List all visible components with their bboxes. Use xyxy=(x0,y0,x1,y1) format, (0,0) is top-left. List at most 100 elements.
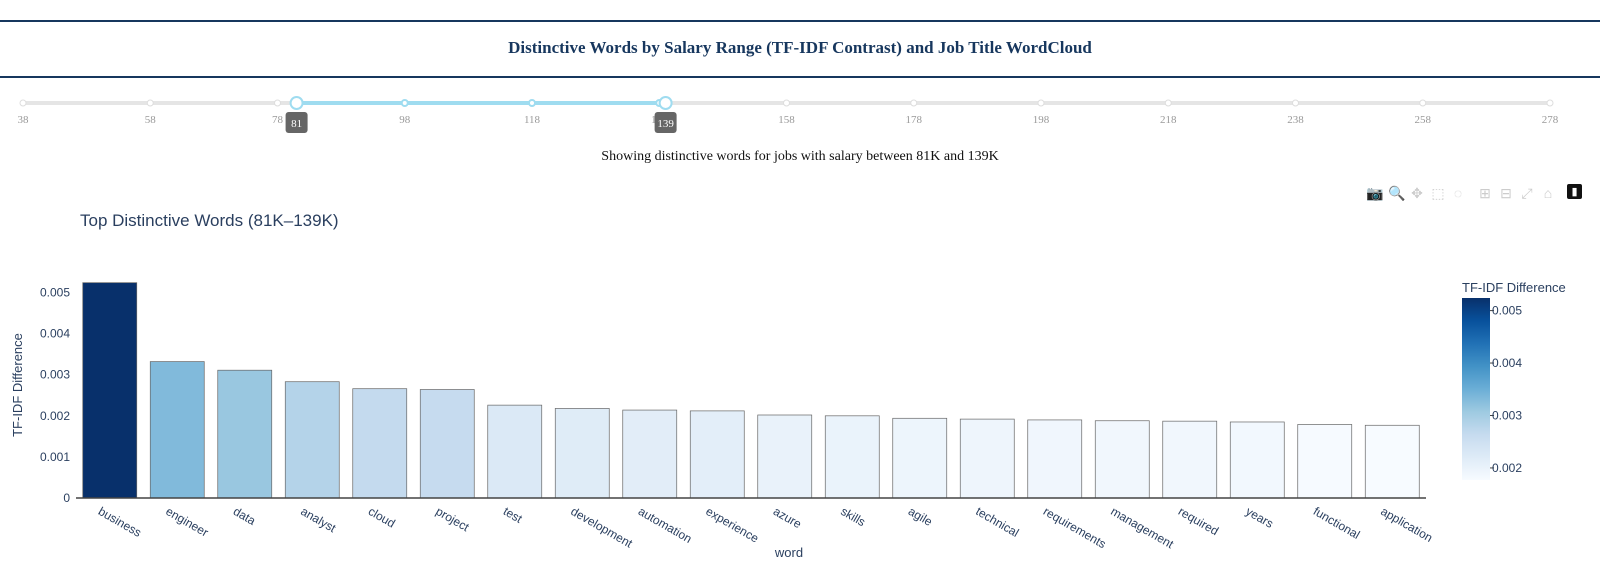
slider-tick-label: 258 xyxy=(1415,114,1432,126)
bar-chart: 0 0.001 0.002 0.003 0.004 0.005 TF-IDF Differe… xyxy=(10,282,1522,560)
x-tick-label: development xyxy=(568,504,635,551)
slider-handle-high-label: 139 xyxy=(657,118,674,130)
y-tick-label: 0.003 xyxy=(40,368,70,382)
bar-azure[interactable] xyxy=(757,414,813,499)
x-axis-label: word xyxy=(774,545,803,560)
header-band xyxy=(0,20,1600,78)
camera-icon[interactable]: 📷 xyxy=(1366,184,1384,201)
page-title: Distinctive Words by Salary Range (TF-ID… xyxy=(508,38,1092,57)
salary-range-slider[interactable]: 3858789811813815817819821823825827881139 xyxy=(0,90,1600,140)
bar-functional[interactable] xyxy=(1297,424,1353,499)
colorbar-tick-label: 0.005 xyxy=(1492,304,1522,318)
zoom-icon[interactable]: 🔍 xyxy=(1388,184,1406,201)
x-tick-label: skills xyxy=(838,504,868,529)
x-tick-label: application xyxy=(1378,504,1435,545)
colorbar-tick-label: 0.004 xyxy=(1492,356,1522,370)
slider-step-dot[interactable] xyxy=(274,99,281,107)
slider-tick-label: 198 xyxy=(1033,114,1050,126)
slider-step-dot[interactable] xyxy=(1419,99,1427,107)
slider-active-step-dot[interactable] xyxy=(528,99,536,107)
plotly-logo-icon[interactable]: ▮ xyxy=(1567,184,1582,199)
y-tick-label: 0.005 xyxy=(40,286,70,300)
bar-automation[interactable] xyxy=(622,409,678,499)
colorbar-tick-label: 0.002 xyxy=(1492,461,1522,475)
box-select-icon[interactable]: ⬚ xyxy=(1431,184,1445,201)
slider-step-dot[interactable] xyxy=(783,99,790,107)
slider-tick-label: 78 xyxy=(272,114,284,126)
slider-tick-label: 118 xyxy=(524,114,541,126)
y-tick-label: 0 xyxy=(63,491,70,505)
x-tick-label: functional xyxy=(1311,504,1362,542)
bar-cloud[interactable] xyxy=(352,388,408,499)
slider-value-badge xyxy=(654,112,677,133)
pan-icon[interactable]: ✥ xyxy=(1411,184,1423,201)
slider-step-dot[interactable] xyxy=(1546,99,1554,107)
slider-step-dot[interactable] xyxy=(1292,99,1299,107)
colorbar-tick-label: 0.003 xyxy=(1492,408,1522,422)
slider-active-step-dot[interactable] xyxy=(400,99,409,107)
bar-analyst[interactable] xyxy=(284,381,340,499)
x-tick-label: technical xyxy=(973,504,1021,540)
bar-engineer[interactable] xyxy=(149,361,205,499)
y-axis-label: TF-IDF Difference xyxy=(10,333,25,437)
slider-tick-label: 58 xyxy=(145,114,157,126)
bar-years[interactable] xyxy=(1229,421,1285,499)
slider-tick-label: 178 xyxy=(906,114,923,126)
x-tick-label: test xyxy=(501,504,525,526)
x-tick-label: years xyxy=(1243,504,1275,531)
x-tick-label: azure xyxy=(771,504,804,531)
slider-tick-label: 218 xyxy=(1160,114,1177,126)
slider-step-dot[interactable] xyxy=(910,99,918,107)
lasso-icon[interactable]: ◌ xyxy=(1453,185,1463,201)
x-tick-label: project xyxy=(433,504,472,534)
bar-technical[interactable] xyxy=(959,418,1015,499)
x-tick-label: data xyxy=(231,504,259,528)
slider-handle-low[interactable] xyxy=(289,96,304,110)
slider-step-dot[interactable] xyxy=(19,99,27,107)
slider-tick-label: 158 xyxy=(778,114,795,126)
x-tick-label: engineer xyxy=(163,504,210,539)
x-tick-label: required xyxy=(1176,504,1221,538)
salary-caption: Showing distinctive words for jobs with … xyxy=(601,149,999,164)
bar-application[interactable] xyxy=(1364,424,1420,499)
x-tick-label: management xyxy=(1108,504,1176,551)
slider-handle-low-label: 81 xyxy=(291,118,302,130)
x-tick-label: experience xyxy=(703,504,761,546)
y-tick-label: 0.001 xyxy=(40,450,70,464)
y-tick-label: 0.004 xyxy=(40,327,70,341)
slider-value-badge xyxy=(285,112,308,133)
x-tick-label: business xyxy=(96,504,144,540)
bar-agile[interactable] xyxy=(892,417,948,499)
slider-step-dot[interactable] xyxy=(1164,99,1172,107)
chart-modebar: 📷 🔍 ✥ ⬚ ◌ ⊞ ⊟ ⤢ ⌂ ▮ xyxy=(1358,184,1588,204)
zoom-out-icon[interactable]: ⊟ xyxy=(1500,184,1512,201)
bar-data[interactable] xyxy=(217,369,273,499)
bar-management[interactable] xyxy=(1094,420,1150,499)
bar-requirements[interactable] xyxy=(1027,419,1083,499)
bar-skills[interactable] xyxy=(824,415,880,499)
slider-tick-label: 278 xyxy=(1542,114,1559,126)
bar-project[interactable] xyxy=(419,389,475,499)
x-tick-label: automation xyxy=(636,504,694,546)
x-tick-label: requirements xyxy=(1041,504,1109,551)
slider-tick-label: 38 xyxy=(18,114,30,126)
bar-business[interactable] xyxy=(82,282,138,499)
bar-experience[interactable] xyxy=(689,410,745,499)
slider-step-dot[interactable] xyxy=(146,99,154,107)
reset-axes-icon[interactable]: ⌂ xyxy=(1543,185,1553,201)
slider-tick-label: 238 xyxy=(1287,114,1304,126)
slider-handle-high[interactable] xyxy=(658,96,673,110)
x-tick-label: agile xyxy=(906,504,935,529)
colorbar xyxy=(1462,298,1490,480)
bar-test[interactable] xyxy=(487,404,543,499)
bar-required[interactable] xyxy=(1162,420,1218,499)
chart-title: Top Distinctive Words (81K–139K) xyxy=(80,211,339,230)
slider-tick-label: 98 xyxy=(399,114,411,126)
slider-step-dot[interactable] xyxy=(1037,99,1045,107)
bar-development[interactable] xyxy=(554,408,610,499)
zoom-in-icon[interactable]: ⊞ xyxy=(1479,184,1491,201)
y-tick-label: 0.002 xyxy=(40,409,70,423)
autoscale-icon[interactable]: ⤢ xyxy=(1521,184,1533,201)
x-tick-label: cloud xyxy=(366,504,398,530)
x-tick-label: analyst xyxy=(298,504,339,535)
